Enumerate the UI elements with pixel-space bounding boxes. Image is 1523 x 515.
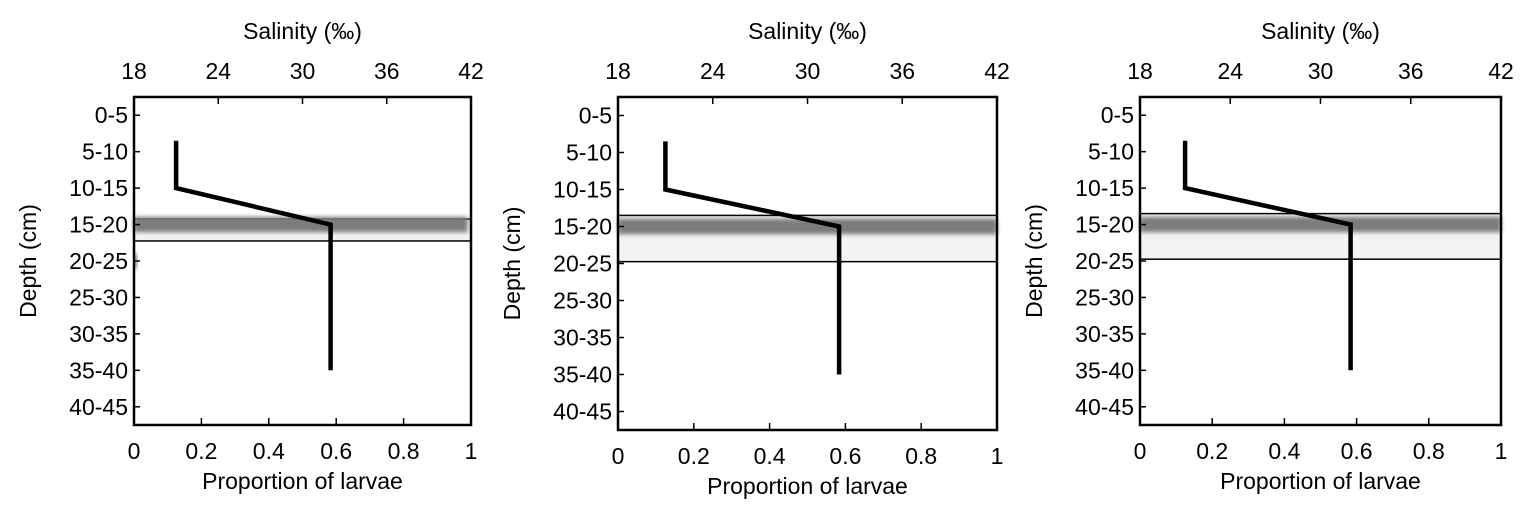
y-tick-label: 10-15	[1075, 175, 1134, 201]
x-tick-label: 0	[612, 443, 625, 469]
salinity-tick-label: 30	[290, 58, 316, 84]
salinity-tick-label: 18	[605, 58, 631, 84]
y-tick-label: 5-10	[82, 139, 128, 165]
salinity-tick-label: 30	[1308, 58, 1334, 84]
y-tick-label: 40-45	[69, 394, 128, 420]
plot-frame	[1138, 95, 1503, 427]
y-tick-label: 40-45	[553, 399, 612, 425]
x-tick-label: 0.8	[905, 443, 937, 469]
y-tick-label: 15-20	[553, 214, 612, 240]
plot-frame	[616, 95, 999, 432]
bar	[134, 216, 468, 233]
x-axis-title: Proportion of larvae	[707, 473, 908, 499]
y-tick-label: 30-35	[553, 325, 612, 351]
x-tick-label: 1	[1495, 438, 1508, 464]
x-tick-label: 0.4	[253, 438, 285, 464]
y-axis-title: Depth (cm)	[1021, 204, 1047, 318]
x-axis-title: Proportion of larvae	[202, 468, 403, 494]
y-tick-label: 35-40	[553, 362, 612, 388]
x-tick-label: 0.6	[829, 443, 861, 469]
panel-3: 0-5 5-10 10-15 15-20 20-25 25-30 30-35 35-40 40-…	[1021, 18, 1514, 494]
salinity-tick-label: 42	[1488, 58, 1514, 84]
y-tick-label: 0-5	[95, 102, 128, 128]
x-tick-label: 0.2	[678, 443, 710, 469]
y-tick-label: 20-25	[1075, 248, 1134, 274]
x-tick-label: 0	[128, 438, 141, 464]
x-tick-label: 0.6	[320, 438, 352, 464]
y-tick-label: 0-5	[579, 103, 612, 129]
salinity-axis-title: Salinity (‰)	[748, 18, 867, 44]
salinity-tick-label: 24	[1217, 58, 1243, 84]
x-tick-label: 0.2	[185, 438, 217, 464]
y-tick-label: 25-30	[553, 288, 612, 314]
x-tick-label: 0.8	[1413, 438, 1445, 464]
salinity-tick-label: 42	[984, 58, 1010, 84]
y-axis-title: Depth (cm)	[15, 204, 41, 318]
salinity-tick-label: 18	[121, 58, 147, 84]
salinity-tick-label: 24	[205, 58, 231, 84]
x-tick-label: 0.6	[1341, 438, 1373, 464]
x-tick-label: 1	[991, 443, 1004, 469]
x-tick-label: 0	[1134, 438, 1147, 464]
salinity-axis-title: Salinity (‰)	[1261, 18, 1380, 44]
salinity-axis-title: Salinity (‰)	[243, 18, 362, 44]
y-axis-title: Depth (cm)	[499, 207, 525, 321]
salinity-tick-label: 30	[795, 58, 821, 84]
x-tick-label: 0.4	[1268, 438, 1300, 464]
y-tick-label: 15-20	[1075, 212, 1134, 238]
x-tick-label: 0.2	[1196, 438, 1228, 464]
y-tick-label: 35-40	[1075, 357, 1134, 383]
y-tick-label: 25-30	[1075, 284, 1134, 310]
y-tick-label: 30-35	[1075, 321, 1134, 347]
y-tick-label: 35-40	[69, 357, 128, 383]
salinity-profile-line	[663, 141, 842, 375]
x-tick-label: 0.8	[388, 438, 420, 464]
panel-2: 0-5 5-10 10-15 15-20 20-25 25-30 30-35 35-40 40-…	[499, 18, 1010, 499]
salinity-profile-line	[173, 140, 333, 371]
salinity-tick-label: 36	[1398, 58, 1424, 84]
x-tick-label: 1	[465, 438, 478, 464]
y-tick-label: 5-10	[566, 140, 612, 166]
salinity-tick-label: 18	[1127, 58, 1153, 84]
plot-frame	[132, 95, 473, 427]
salinity-tick-label: 24	[700, 58, 726, 84]
panel-1: 0-5 5-10 10-15 15-20 20-25 25-30 30-35 35-40 40-…	[15, 18, 484, 494]
bar	[618, 218, 997, 235]
salinity-tick-label: 36	[374, 58, 400, 84]
y-tick-label: 30-35	[69, 321, 128, 347]
y-tick-label: 10-15	[69, 175, 128, 201]
y-tick-label: 20-25	[553, 251, 612, 277]
x-axis-title: Proportion of larvae	[1220, 468, 1421, 494]
y-tick-label: 5-10	[1088, 139, 1134, 165]
x-tick-label: 0.4	[754, 443, 786, 469]
y-tick-label: 40-45	[1075, 394, 1134, 420]
salinity-profile-line	[1182, 140, 1353, 371]
y-tick-label: 0-5	[1101, 102, 1134, 128]
y-tick-label: 15-20	[69, 212, 128, 238]
bar	[1140, 216, 1501, 233]
salinity-tick-label: 42	[458, 58, 484, 84]
y-tick-label: 20-25	[69, 248, 128, 274]
y-tick-label: 25-30	[69, 284, 128, 310]
salinity-tick-label: 36	[889, 58, 915, 84]
y-tick-label: 10-15	[553, 177, 612, 203]
